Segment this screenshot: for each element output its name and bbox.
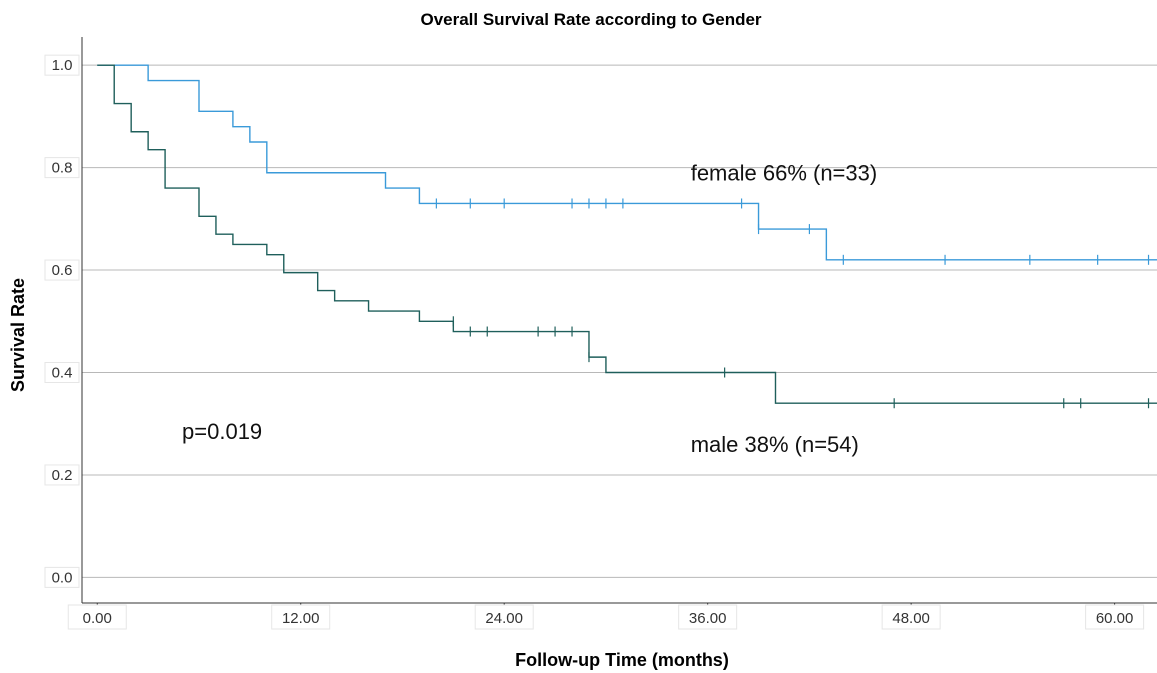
- x-tick-label: 36.00: [689, 610, 727, 627]
- annotation-label: male 38% (n=54): [691, 432, 859, 457]
- x-tick-box: [271, 604, 331, 630]
- series-line-male: [97, 64, 1157, 404]
- y-tick-label: 1.0: [52, 57, 73, 74]
- y-tick-label: 0.2: [52, 467, 73, 484]
- series-line-female: [97, 64, 1157, 261]
- axes: [81, 37, 1157, 608]
- y-tick-label: 0.4: [52, 365, 73, 382]
- y-tick-box: [44, 362, 80, 384]
- x-tick-box: [678, 604, 738, 630]
- tick-labels: 0.0 0.2 0.4 0.6 0.8 1.0 0.00 12.00 24.00 36.00 48.…: [44, 54, 1145, 630]
- x-tick-box: [67, 604, 127, 630]
- chart-title: Overall Survival Rate according to Gende…: [420, 10, 761, 29]
- y-tick-box: [44, 464, 80, 486]
- x-tick-label: 48.00: [892, 610, 930, 627]
- x-axis-title: Follow-up Time (months): [515, 650, 729, 670]
- y-tick-box: [44, 259, 80, 281]
- x-tick-label: 24.00: [485, 610, 523, 627]
- y-tick-label: 0.6: [52, 262, 73, 279]
- x-tick-label: 12.00: [282, 610, 320, 627]
- annotation-label: female 66% (n=33): [691, 160, 878, 185]
- x-tick-label: 0.00: [83, 610, 112, 627]
- y-tick-label: 0.0: [52, 569, 73, 586]
- censor-marks: [435, 198, 1150, 409]
- y-tick-box: [44, 566, 80, 588]
- y-tick-box: [44, 157, 80, 179]
- annotations: female 66% (n=33) male 38% (n=54) p=0.019: [182, 160, 877, 456]
- series-lines: [97, 64, 1157, 404]
- annotation-label: p=0.019: [182, 419, 262, 444]
- x-tick-label: 60.00: [1096, 610, 1134, 627]
- y-axis-title: Survival Rate: [8, 278, 28, 392]
- x-tick-box: [474, 604, 534, 630]
- grid-lines: [82, 64, 1157, 578]
- x-tick-box: [881, 604, 941, 630]
- x-tick-box: [1085, 604, 1145, 630]
- y-tick-label: 0.8: [52, 160, 73, 177]
- y-tick-box: [44, 54, 80, 76]
